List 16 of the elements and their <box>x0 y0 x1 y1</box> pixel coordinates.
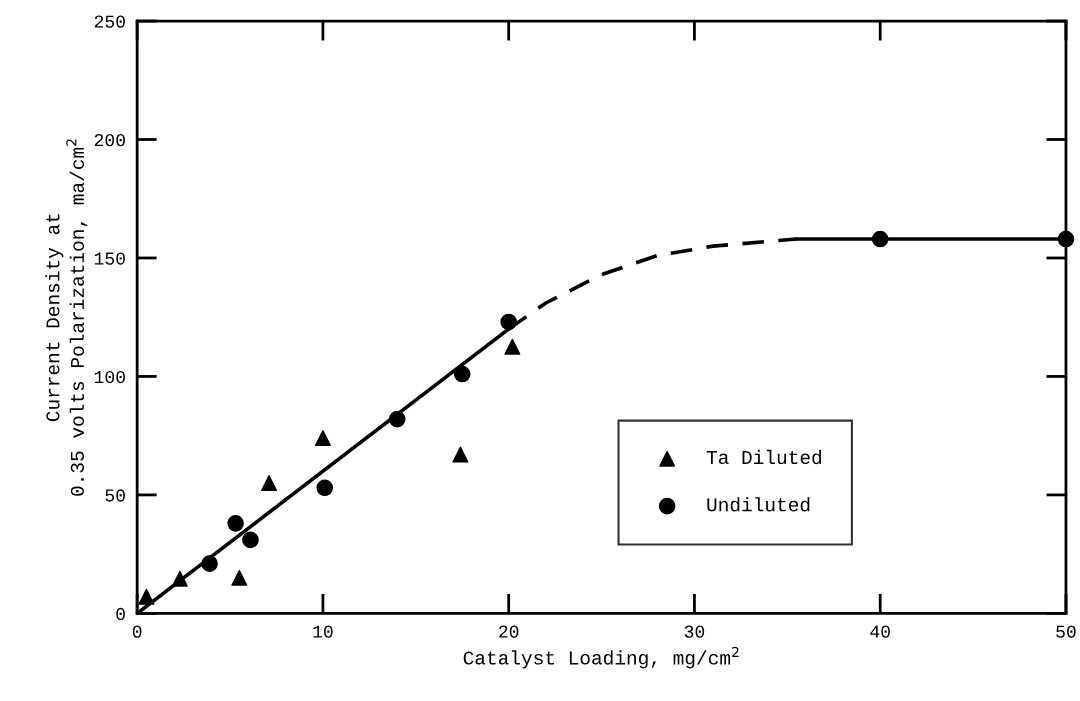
y-axis-title: Current Density at 0.35 volts Polarization, ma/cm$^{2}$ <box>45 139 88 496</box>
x-tick-label: 10 <box>313 625 333 638</box>
y-tick-label: 200 <box>94 133 125 147</box>
x-tick-label: 0 <box>132 625 142 638</box>
x-tick-label: 50 <box>1056 625 1076 638</box>
legend-label: Undiluted <box>707 497 810 512</box>
y-tick-label: 50 <box>105 489 125 502</box>
y-tick-label: 0 <box>116 607 125 621</box>
y-tick-label: 250 <box>94 15 125 28</box>
x-axis-title: Catalyst Loading, mg/cm$^{2}$ <box>463 646 739 669</box>
legend-label: Ta Diluted <box>706 449 822 465</box>
x-tick-label: 40 <box>870 625 890 638</box>
x-tick-label: 30 <box>684 625 705 638</box>
y-tick-label: 150 <box>94 252 125 265</box>
y-tick-label: 100 <box>94 370 125 384</box>
x-tick-label: 20 <box>499 625 519 638</box>
